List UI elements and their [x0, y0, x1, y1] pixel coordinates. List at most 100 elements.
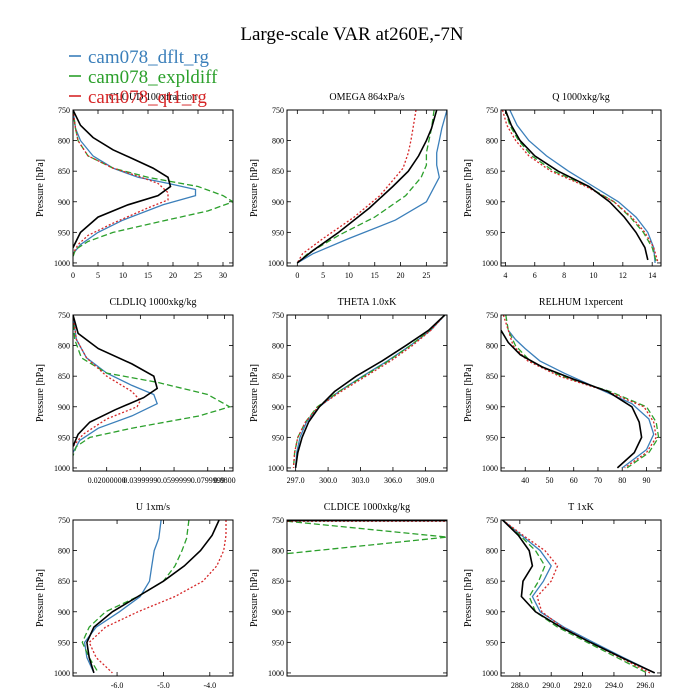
y-tick-label: 1000	[268, 464, 284, 473]
x-tick-label: 15	[144, 271, 152, 280]
y-tick-label: 850	[486, 577, 498, 586]
x-tick-label: 0.0399999	[123, 476, 157, 485]
series-line-cam078_dflt_rg	[509, 110, 656, 263]
y-tick-label: 850	[272, 372, 284, 381]
x-tick-label: 303.0	[352, 476, 370, 485]
y-tick-label: 750	[272, 106, 284, 115]
x-tick-label: 70	[594, 476, 602, 485]
plot-frame	[72, 314, 234, 472]
series-line-cam078_expldiff	[81, 520, 190, 674]
x-tick-label: 8	[562, 271, 566, 280]
series-line-cam078_dflt_rg	[73, 315, 159, 453]
y-tick-label: 800	[272, 137, 284, 146]
series-line-cam078_qt1_rg	[292, 315, 446, 468]
series-line-obs	[501, 329, 643, 469]
plot-frame	[72, 109, 234, 267]
x-tick-label: 0	[295, 271, 299, 280]
y-axis-label: Pressure [hPa]	[249, 159, 260, 217]
series-line-obs	[502, 520, 656, 674]
x-tick-label: 0.0599999	[157, 476, 191, 485]
panel-7: CLDICE 1000xkg/kg Pressure [hPa] 750 800 850…	[249, 502, 448, 678]
y-tick-label: 800	[486, 547, 498, 556]
y-tick-label: 750	[58, 516, 70, 525]
x-tick-label: 4	[503, 271, 507, 280]
y-tick-label: 750	[486, 106, 498, 115]
x-tick-label: 90	[642, 476, 650, 485]
x-tick-label: 40	[521, 476, 529, 485]
y-tick-label: 800	[272, 547, 284, 556]
y-tick-label: 750	[272, 311, 284, 320]
series-line-cam078_qt1_rg	[296, 110, 417, 264]
x-tick-label: 292.0	[574, 681, 592, 690]
x-tick-label: 296.0	[636, 681, 654, 690]
x-tick-label: 0.0800	[214, 476, 236, 485]
y-tick-label: 1000	[482, 669, 498, 678]
panel-4: THETA 1.0xK Pressure [hPa] 750 800 850 900 950…	[249, 297, 448, 485]
x-tick-label: 20	[169, 271, 177, 280]
legend-entry: cam078_dflt_rg	[88, 47, 210, 68]
x-tick-label: 12	[619, 271, 627, 280]
panel-8: T 1xK Pressure [hPa] 750 800 850 900 950 1000 28…	[463, 502, 662, 690]
y-tick-label: 900	[58, 608, 70, 617]
series-line-cam078_expldiff	[73, 315, 232, 456]
x-tick-label: 25	[422, 271, 430, 280]
panel-3: CLDLIQ 1000xkg/kg Pressure [hPa] 750 800 850…	[35, 297, 236, 485]
y-tick-label: 900	[486, 403, 498, 412]
y-tick-label: 750	[272, 516, 284, 525]
plot-frame	[500, 109, 662, 267]
series-line-cam078_qt1_rg	[502, 315, 657, 469]
y-tick-label: 800	[58, 137, 70, 146]
x-tick-label: 50	[545, 476, 553, 485]
x-tick-label: 288.0	[511, 681, 529, 690]
panel-5: RELHUM 1xpercent Pressure [hPa] 750 800 850 9…	[463, 297, 662, 485]
x-tick-label: 5	[321, 271, 325, 280]
x-tick-label: 5	[96, 271, 100, 280]
plot-frame	[72, 519, 234, 677]
series-line-cam078_expldiff	[296, 110, 435, 264]
series-line-cam078_dflt_rg	[296, 110, 447, 264]
y-tick-label: 850	[486, 167, 498, 176]
panel-title: RELHUM 1xpercent	[539, 297, 623, 308]
y-tick-label: 850	[58, 372, 70, 381]
y-tick-label: 950	[58, 228, 70, 237]
y-axis-label: Pressure [hPa]	[249, 569, 260, 627]
y-axis-label: Pressure [hPa]	[35, 569, 46, 627]
x-tick-label: 0	[71, 271, 75, 280]
series-line-cam078_dflt_rg	[83, 520, 162, 674]
x-tick-label: 10	[589, 271, 597, 280]
y-tick-label: 1000	[54, 259, 70, 268]
y-tick-label: 950	[486, 433, 498, 442]
y-tick-label: 850	[58, 167, 70, 176]
series-line-cam078_expldiff	[504, 110, 658, 264]
y-tick-label: 800	[486, 137, 498, 146]
series-line-cam078_expldiff	[292, 315, 446, 468]
series-line-cam078_qt1_rg	[88, 520, 227, 674]
legend: cam078_dflt_rgcam078_expldiffcam078_qt1_…	[69, 47, 218, 108]
y-axis-label: Pressure [hPa]	[35, 364, 46, 422]
x-tick-label: 15	[371, 271, 379, 280]
series-line-obs	[73, 110, 172, 248]
x-tick-label: -4.0	[203, 681, 216, 690]
y-tick-label: 950	[272, 433, 284, 442]
y-axis-label: Pressure [hPa]	[463, 364, 474, 422]
y-tick-label: 1000	[482, 464, 498, 473]
y-axis-label: Pressure [hPa]	[463, 569, 474, 627]
series-line-cam078_qt1_rg	[502, 520, 651, 674]
x-tick-label: 6	[533, 271, 537, 280]
y-axis-label: Pressure [hPa]	[249, 364, 260, 422]
x-tick-label: 300.0	[319, 476, 337, 485]
y-tick-label: 1000	[54, 464, 70, 473]
series-line-obs	[504, 110, 649, 261]
y-tick-label: 900	[272, 608, 284, 617]
panel-title: U 1xm/s	[136, 502, 170, 513]
y-tick-label: 950	[486, 638, 498, 647]
x-tick-label: 290.0	[542, 681, 560, 690]
x-tick-label: 309.0	[416, 476, 434, 485]
plot-frame	[286, 519, 448, 677]
x-tick-label: 10	[345, 271, 353, 280]
y-tick-label: 900	[272, 403, 284, 412]
x-tick-label: 30	[219, 271, 227, 280]
y-tick-label: 750	[58, 311, 70, 320]
panel-title: Q 1000xkg/kg	[552, 92, 610, 103]
